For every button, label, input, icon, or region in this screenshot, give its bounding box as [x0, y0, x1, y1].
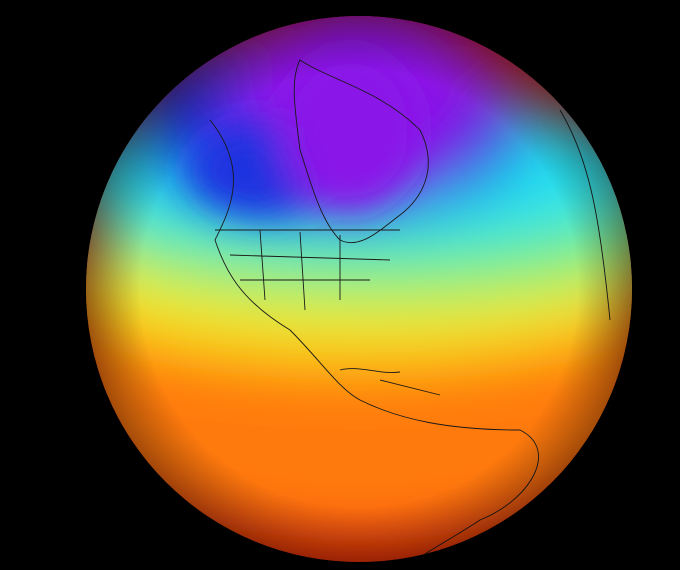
- globe-limb-shading: [86, 16, 632, 562]
